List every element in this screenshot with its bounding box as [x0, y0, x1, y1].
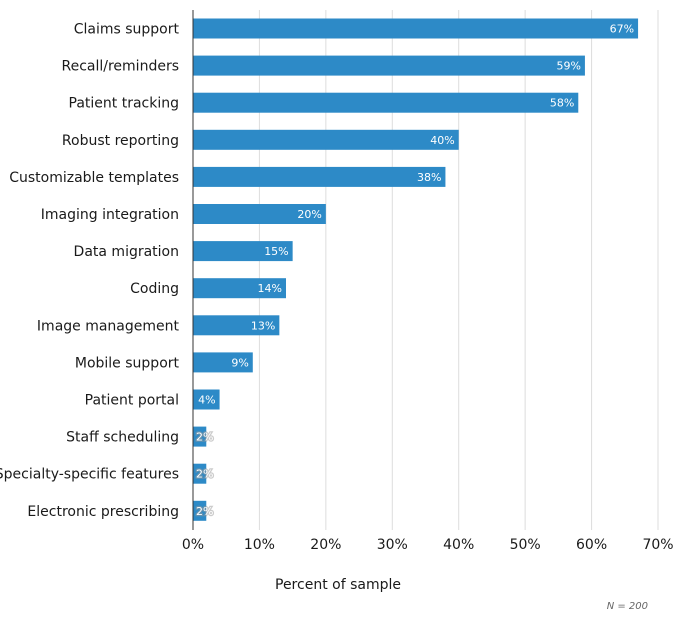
- x-axis-title: Percent of sample: [275, 577, 401, 593]
- bar: [193, 129, 459, 150]
- bar: [193, 204, 326, 224]
- category-label: Mobile support: [75, 355, 180, 371]
- bar-value-label: 59%: [556, 60, 580, 73]
- bar: [193, 315, 280, 336]
- x-tick-labels: 0% 10% 20% 30% 40% 50% 60% 70%: [182, 537, 674, 553]
- bar: [193, 55, 585, 76]
- bar-value-label: 20%: [297, 208, 321, 221]
- bar-value-label: 4%: [198, 394, 215, 407]
- bar: [193, 166, 446, 187]
- category-labels: Claims support Recall/reminders Patient tr…: [0, 22, 180, 520]
- bar-value-label: 58%: [550, 97, 574, 110]
- x-tick-label: 50%: [510, 537, 541, 553]
- category-label: Imaging integration: [41, 207, 179, 223]
- bar: [193, 241, 293, 262]
- category-label: Specialty-specific features: [0, 467, 179, 483]
- bar-value-label: 15%: [264, 245, 288, 258]
- bar-value-label: 2%: [196, 431, 213, 444]
- bar: [193, 426, 207, 447]
- category-label: Staff scheduling: [66, 430, 179, 446]
- category-label: Patient tracking: [69, 96, 179, 112]
- bar-value-label: 2%: [196, 505, 213, 518]
- bar: [193, 352, 253, 373]
- bar-value-label: 67%: [610, 23, 634, 36]
- x-tick-label: 20%: [310, 537, 341, 553]
- sample-size-note: N = 200: [607, 601, 648, 612]
- bar: [193, 278, 286, 299]
- category-label: Image management: [37, 318, 180, 334]
- bar-value-label: 14%: [258, 282, 282, 295]
- category-label: Electronic prescribing: [27, 504, 179, 520]
- bar-value-label: 38%: [417, 171, 441, 184]
- category-label: Customizable templates: [9, 170, 179, 186]
- category-label: Coding: [130, 281, 179, 297]
- category-label: Recall/reminders: [62, 59, 180, 75]
- bar-value-label: 9%: [231, 356, 248, 369]
- x-tick-label: 30%: [377, 537, 408, 553]
- category-label: Data migration: [74, 244, 179, 260]
- category-label: Claims support: [74, 22, 180, 38]
- bar-value-label: 40%: [430, 134, 454, 147]
- bar: [193, 18, 639, 39]
- x-tick-label: 40%: [443, 537, 474, 553]
- category-label: Robust reporting: [62, 133, 179, 149]
- bars: [193, 18, 639, 521]
- grid-lines: [258, 10, 659, 530]
- category-label: Patient portal: [85, 393, 179, 409]
- bar: [193, 500, 207, 521]
- x-tick-label: 60%: [576, 537, 607, 553]
- bar-value-label: 13%: [251, 319, 275, 332]
- x-tick-label: 70%: [642, 537, 673, 553]
- bar: [193, 92, 579, 113]
- bar-value-labels: 67% 59% 58% 40% 38% 20% 15% 14% 13% 9% 4% 2% 2% 2%: [195, 23, 634, 520]
- x-tick-label: 10%: [244, 537, 275, 553]
- x-tick-label: 0%: [182, 537, 204, 553]
- bar-value-label: 2%: [196, 468, 213, 481]
- bar: [193, 389, 220, 410]
- bar: [193, 463, 207, 484]
